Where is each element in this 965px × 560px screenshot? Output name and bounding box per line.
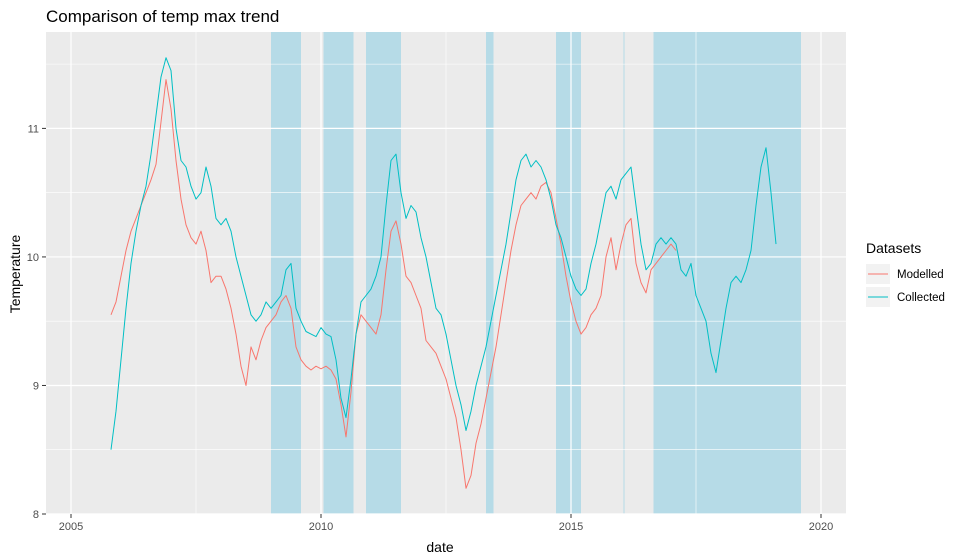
- legend: Datasets Modelled Collected: [866, 240, 945, 307]
- series-line-modelled: [110, 79, 677, 489]
- y-tick-label: 10: [27, 252, 39, 264]
- x-axis: 2005 2010 2015 2020: [59, 514, 833, 533]
- shaded-regions: [271, 32, 801, 514]
- series-line-collected: [110, 57, 777, 450]
- chart-title: Comparison of temp max trend: [46, 7, 279, 26]
- y-tick-label: 8: [33, 509, 39, 521]
- x-tick-label: 2005: [59, 521, 83, 533]
- shaded-region: [486, 32, 494, 514]
- grid-lines: [46, 32, 846, 515]
- legend-title: Datasets: [866, 240, 921, 256]
- x-tick-label: 2010: [309, 521, 333, 533]
- shaded-region: [653, 32, 801, 514]
- y-tick-label: 9: [33, 380, 39, 392]
- x-tick-label: 2015: [559, 521, 583, 533]
- y-tick-label: 11: [28, 123, 39, 135]
- shaded-region: [271, 32, 301, 514]
- shaded-region: [556, 32, 581, 514]
- legend-label-collected: Collected: [897, 292, 945, 304]
- x-axis-title: date: [426, 539, 453, 555]
- series-lines: [110, 57, 777, 489]
- shaded-region: [323, 32, 354, 514]
- legend-label-modelled: Modelled: [897, 269, 944, 281]
- y-axis-title: Temperature: [7, 234, 23, 313]
- shaded-region: [623, 32, 625, 514]
- y-axis: 8 9 10 11: [27, 123, 46, 521]
- x-tick-label: 2020: [809, 521, 833, 533]
- shaded-region: [366, 32, 401, 514]
